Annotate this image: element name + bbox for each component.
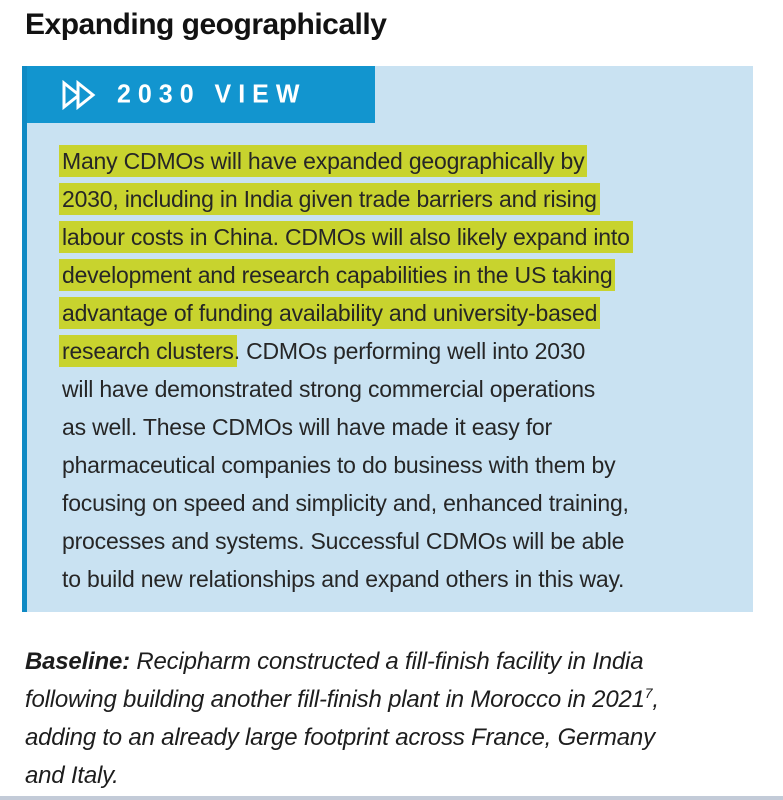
plain-text: focusing on speed and simplicity and, en… (62, 490, 629, 516)
baseline-text: Recipharm constructed a fill-finish faci… (129, 648, 644, 675)
highlighted-text: 2030, including in India given trade bar… (62, 183, 597, 215)
highlighted-text: Many CDMOs will have expanded geographic… (62, 145, 585, 177)
baseline-text-line: following building another fill-finish p… (25, 681, 765, 719)
body-text-line: pharmaceutical companies to do business … (62, 446, 733, 484)
body-text-line: advantage of funding availability and un… (62, 294, 733, 332)
baseline-label: Baseline: (25, 648, 130, 675)
baseline-text: , (652, 686, 659, 713)
highlighted-text: advantage of funding availability and un… (62, 297, 597, 329)
body-text-line: will have demonstrated strong commercial… (62, 370, 733, 408)
2030-view-header-bar: 2030 VIEW (27, 66, 375, 123)
plain-text: . CDMOs performing well into 2030 (233, 338, 586, 364)
baseline-paragraph: Baseline: Recipharm constructed a fill-f… (25, 643, 765, 795)
footnote-reference: 7 (644, 685, 653, 701)
plain-text: will have demonstrated strong commercial… (62, 376, 596, 402)
body-text-line: development and research capabilities in… (62, 256, 733, 294)
view-header-label: 2030 VIEW (117, 79, 307, 109)
highlighted-text: research clusters (62, 335, 234, 367)
plain-text: pharmaceutical companies to do business … (62, 452, 616, 478)
baseline-text: adding to an already large footprint acr… (25, 724, 655, 751)
body-text-line: processes and systems. Successful CDMOs … (62, 522, 733, 560)
view-paragraph: Many CDMOs will have expanded geographic… (27, 123, 753, 598)
baseline-text-line: adding to an already large footprint acr… (25, 719, 765, 757)
plain-text: as well. These CDMOs will have made it e… (62, 414, 552, 440)
body-text-line: 2030, including in India given trade bar… (62, 180, 733, 218)
body-text-line: labour costs in China. CDMOs will also l… (62, 218, 733, 256)
body-text-line: as well. These CDMOs will have made it e… (62, 408, 733, 446)
body-text-line: to build new relationships and expand ot… (62, 560, 733, 598)
page-title: Expanding geographically (25, 8, 387, 41)
baseline-text: and Italy. (25, 762, 119, 789)
body-text-line: Many CDMOs will have expanded geographic… (62, 142, 733, 180)
plain-text: to build new relationships and expand ot… (62, 566, 625, 592)
fast-forward-icon (62, 79, 96, 110)
baseline-text-line: Baseline: Recipharm constructed a fill-f… (25, 643, 765, 681)
bottom-divider-bar (0, 796, 783, 800)
highlighted-text: labour costs in China. CDMOs will also l… (62, 221, 630, 253)
highlighted-text: development and research capabilities in… (62, 259, 613, 291)
body-text-line: focusing on speed and simplicity and, en… (62, 484, 733, 522)
baseline-text: following building another fill-finish p… (25, 686, 645, 713)
body-text-line: research clusters. CDMOs performing well… (62, 332, 733, 370)
2030-view-panel: 2030 VIEW Many CDMOs will have expanded … (22, 66, 753, 612)
plain-text: processes and systems. Successful CDMOs … (62, 528, 625, 554)
baseline-text-line: and Italy. (25, 757, 765, 795)
